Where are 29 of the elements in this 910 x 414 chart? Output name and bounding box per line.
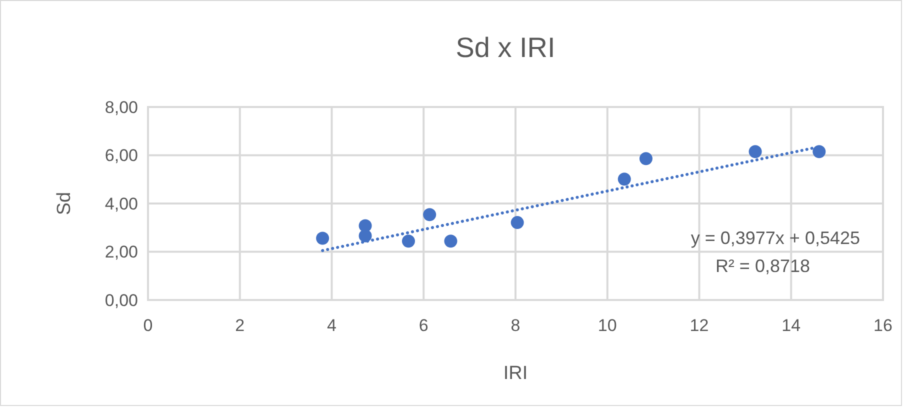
y-axis-title: Sd: [54, 192, 75, 216]
y-tick-label: 6,00: [104, 146, 138, 166]
x-tick-label: 10: [598, 316, 617, 335]
point: [358, 229, 372, 242]
point: [639, 152, 652, 166]
y-tick-label: 4,00: [104, 194, 138, 214]
x-tick-label: 0: [143, 316, 153, 335]
x-tick-label: 4: [327, 316, 336, 335]
point: [510, 216, 524, 230]
point: [618, 172, 631, 186]
x-tick-label: 6: [418, 316, 428, 335]
point: [812, 145, 826, 158]
annotation: y = 0,3977x + 0,5425: [690, 228, 860, 248]
x-axis-title: IRI: [503, 363, 528, 384]
annotation: R² = 0,8718: [715, 256, 810, 276]
point: [748, 145, 762, 158]
x-tick-label: 16: [874, 316, 892, 335]
x-tick-label: 8: [510, 316, 520, 335]
x-tick-label: 14: [782, 316, 801, 335]
x-tick-label: 12: [690, 316, 709, 335]
point: [316, 232, 330, 245]
point: [444, 234, 458, 248]
y-tick-label: 0,00: [104, 290, 138, 310]
point: [423, 208, 436, 222]
x-tick-label: 2: [235, 316, 245, 335]
y-tick-label: 8,00: [104, 98, 138, 117]
y-tick-label: 2,00: [104, 242, 138, 262]
chart-title: Sd x IRI: [456, 32, 556, 63]
point: [402, 234, 415, 248]
